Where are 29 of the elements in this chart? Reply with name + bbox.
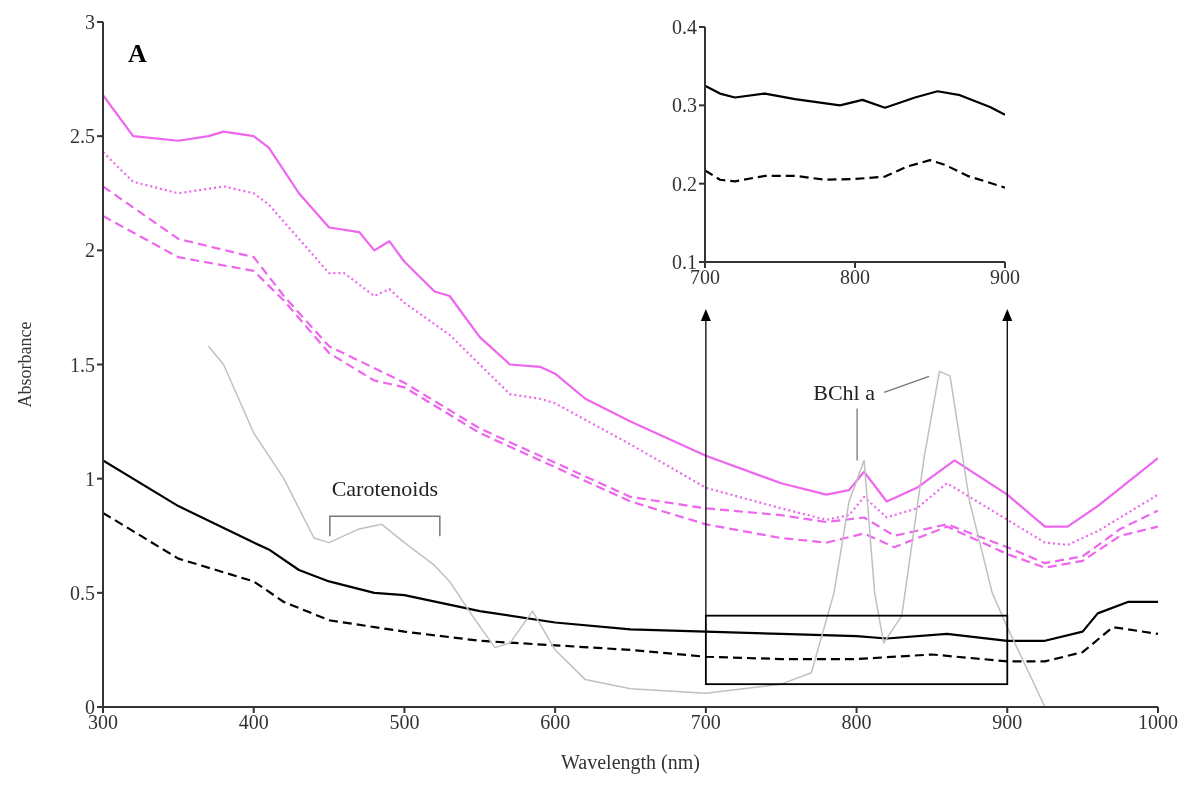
- x-tick-label: 800: [841, 711, 872, 734]
- y-tick-label: 2: [85, 239, 95, 262]
- x-tick-label: 1000: [1138, 711, 1178, 734]
- line-series: [705, 159, 1005, 189]
- y-tick-label: 0.4: [672, 16, 697, 39]
- y-tick-label: 0.2: [672, 172, 697, 195]
- y-tick-label: 0.5: [70, 581, 95, 604]
- y-tick-label: 0.3: [672, 94, 697, 117]
- line-series: [103, 511, 1158, 663]
- y-axis-title: Absorbance: [15, 321, 36, 408]
- x-tick-label: 700: [690, 711, 721, 734]
- annotation: BChl a: [813, 380, 876, 406]
- y-tick-label: 2.5: [70, 125, 95, 148]
- x-tick-label: 800: [840, 266, 870, 289]
- line-series: [705, 84, 1005, 116]
- line-series: [103, 459, 1158, 642]
- y-tick-label: 3: [85, 11, 95, 34]
- line-series: [207, 345, 1046, 707]
- x-axis-title: Wavelength (nm): [561, 751, 700, 774]
- annotation: A: [128, 39, 147, 68]
- y-tick-label: 1.5: [70, 353, 95, 376]
- x-tick-label: 400: [238, 711, 269, 734]
- x-tick-label: 900: [990, 266, 1020, 289]
- y-tick-label: 1: [85, 467, 95, 490]
- x-tick-label: 600: [540, 711, 571, 734]
- line-series: [103, 93, 1158, 528]
- annotation: Carotenoids: [331, 476, 438, 502]
- x-tick-label: 900: [992, 711, 1023, 734]
- x-tick-label: 500: [389, 711, 420, 734]
